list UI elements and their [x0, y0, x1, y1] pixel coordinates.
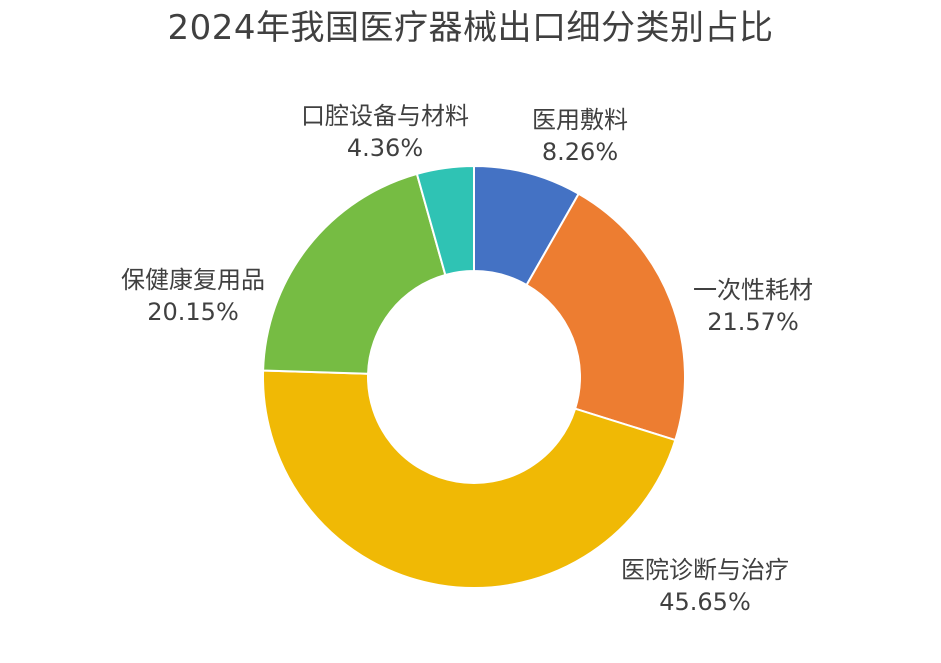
slices-group	[262, 164, 686, 589]
slice-label-value-5: 4.36%	[347, 134, 423, 162]
slice-label-name-4: 保健康复用品	[121, 266, 265, 294]
slice-label-value-3: 45.65%	[659, 588, 751, 616]
donut-slice-5	[415, 164, 475, 277]
slice-label-name-2: 一次性耗材	[693, 276, 813, 304]
donut-slice-3	[262, 369, 677, 589]
slice-label-value-4: 20.15%	[147, 298, 239, 326]
labels-group: 医用敷料 8.26% 一次性耗材 21.57% 医院诊断与治疗 45.65% 保健康复用品 2…	[121, 102, 813, 616]
slice-label-name-1: 医用敷料	[532, 106, 628, 134]
donut-slice-2	[525, 192, 686, 442]
slice-label-name-5: 口腔设备与材料	[301, 102, 469, 130]
slice-label-value-2: 21.57%	[707, 308, 799, 336]
chart-title: 2024年我国医疗器械出口细分类别占比	[167, 8, 774, 48]
slice-label-value-1: 8.26%	[542, 138, 618, 166]
donut-slice-4	[262, 172, 447, 375]
slice-label-name-3: 医院诊断与治疗	[621, 556, 789, 584]
